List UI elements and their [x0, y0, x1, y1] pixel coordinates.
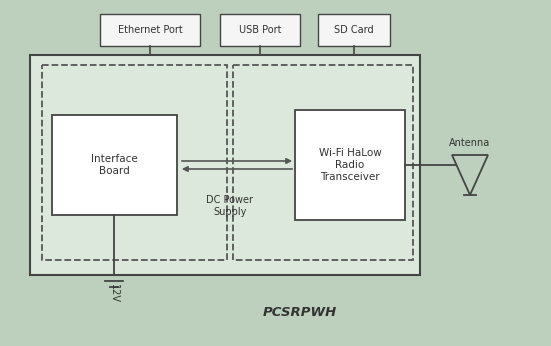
Text: Wi-Fi HaLow
Radio
Transceiver: Wi-Fi HaLow Radio Transceiver — [318, 148, 381, 182]
FancyBboxPatch shape — [52, 115, 177, 215]
Text: 12V: 12V — [109, 283, 119, 302]
Text: PCSRPWH: PCSRPWH — [263, 306, 337, 319]
FancyBboxPatch shape — [295, 110, 405, 220]
Text: USB Port: USB Port — [239, 25, 281, 35]
Text: Antenna: Antenna — [450, 138, 490, 148]
FancyBboxPatch shape — [100, 14, 200, 46]
FancyBboxPatch shape — [220, 14, 300, 46]
Text: Ethernet Port: Ethernet Port — [117, 25, 182, 35]
FancyBboxPatch shape — [30, 55, 420, 275]
Text: SD Card: SD Card — [334, 25, 374, 35]
Text: DC Power
Supply: DC Power Supply — [207, 195, 253, 217]
FancyBboxPatch shape — [318, 14, 390, 46]
Text: Interface
Board: Interface Board — [91, 154, 138, 176]
